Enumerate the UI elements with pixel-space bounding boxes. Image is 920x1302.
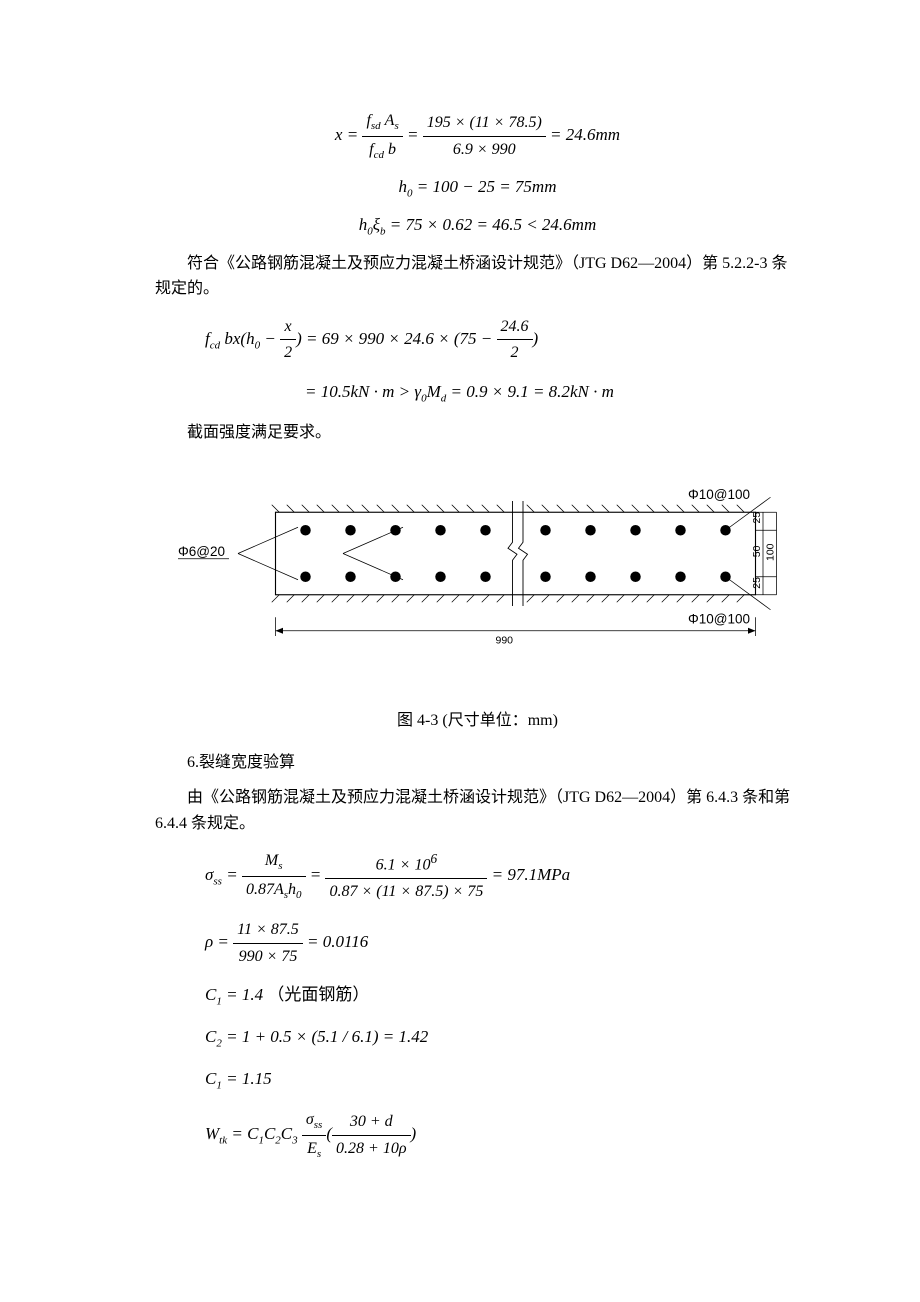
equation-sigma-ss: σss = Ms0.87Ash0 = 6.1 × 1060.87 × (11 ×… (205, 848, 800, 905)
heading-crack-width: 6.裂缝宽度验算 (155, 750, 800, 776)
equation-h0: h0 = 100 − 25 = 75mm (155, 173, 800, 203)
label-top-rebar: Φ10@100 (688, 487, 750, 502)
figure-caption: 图 4-3 (尺寸单位：mm) (155, 708, 800, 734)
top-rebar-row (300, 525, 731, 536)
paragraph-compliance: 符合《公路钢筋混凝土及预应力混凝土桥涵设计规范》（JTG D62—2004）第 … (155, 251, 800, 302)
paragraph-strength-ok: 截面强度满足要求。 (155, 420, 800, 446)
equation-rho: ρ = 11 × 87.5990 × 75 = 0.0116 (205, 917, 800, 969)
label-bottom-rebar: Φ10@100 (688, 612, 750, 627)
figure-4-3: Φ10@100 Φ6@20 Φ10@100 25 50 25 100 990 (155, 461, 800, 700)
equation-c1b: C1 = 1.15 (205, 1065, 800, 1095)
equation-h0xib: h0ξb = 75 × 0.62 = 46.5 < 24.6mm (155, 211, 800, 241)
equation-wtk: Wtk = C1C2C3 σssEs(30 + d0.28 + 10ρ) (205, 1107, 800, 1164)
dim-width: 990 (495, 635, 513, 647)
paragraph-reference: 由《公路钢筋混凝土及预应力混凝土桥涵设计规范》（JTG D62—2004）第 6… (155, 785, 800, 836)
equation-x: x = fsd Asfcd b = 195 × (11 × 78.5)6.9 ×… (155, 108, 800, 165)
equation-moment-b: = 10.5kN · m > γ0Md = 0.9 × 9.1 = 8.2kN … (305, 378, 800, 408)
dim-mid: 50 (751, 546, 763, 558)
equation-moment-a: fcd bx(h0 − x2) = 69 × 990 × 24.6 × (75 … (205, 314, 800, 366)
rebar-section-diagram: Φ10@100 Φ6@20 Φ10@100 25 50 25 100 990 (178, 461, 778, 691)
bottom-rebar-row (300, 572, 731, 583)
dim-height: 100 (764, 544, 776, 562)
equation-c1: C1 = 1.4 （光面钢筋） (205, 981, 800, 1011)
label-left-rebar: Φ6@20 (178, 544, 225, 559)
equation-c2: C2 = 1 + 0.5 × (5.1 / 6.1) = 1.42 (205, 1023, 800, 1053)
dim-cover-bot: 25 (751, 577, 763, 589)
dim-cover-top: 25 (751, 512, 763, 524)
